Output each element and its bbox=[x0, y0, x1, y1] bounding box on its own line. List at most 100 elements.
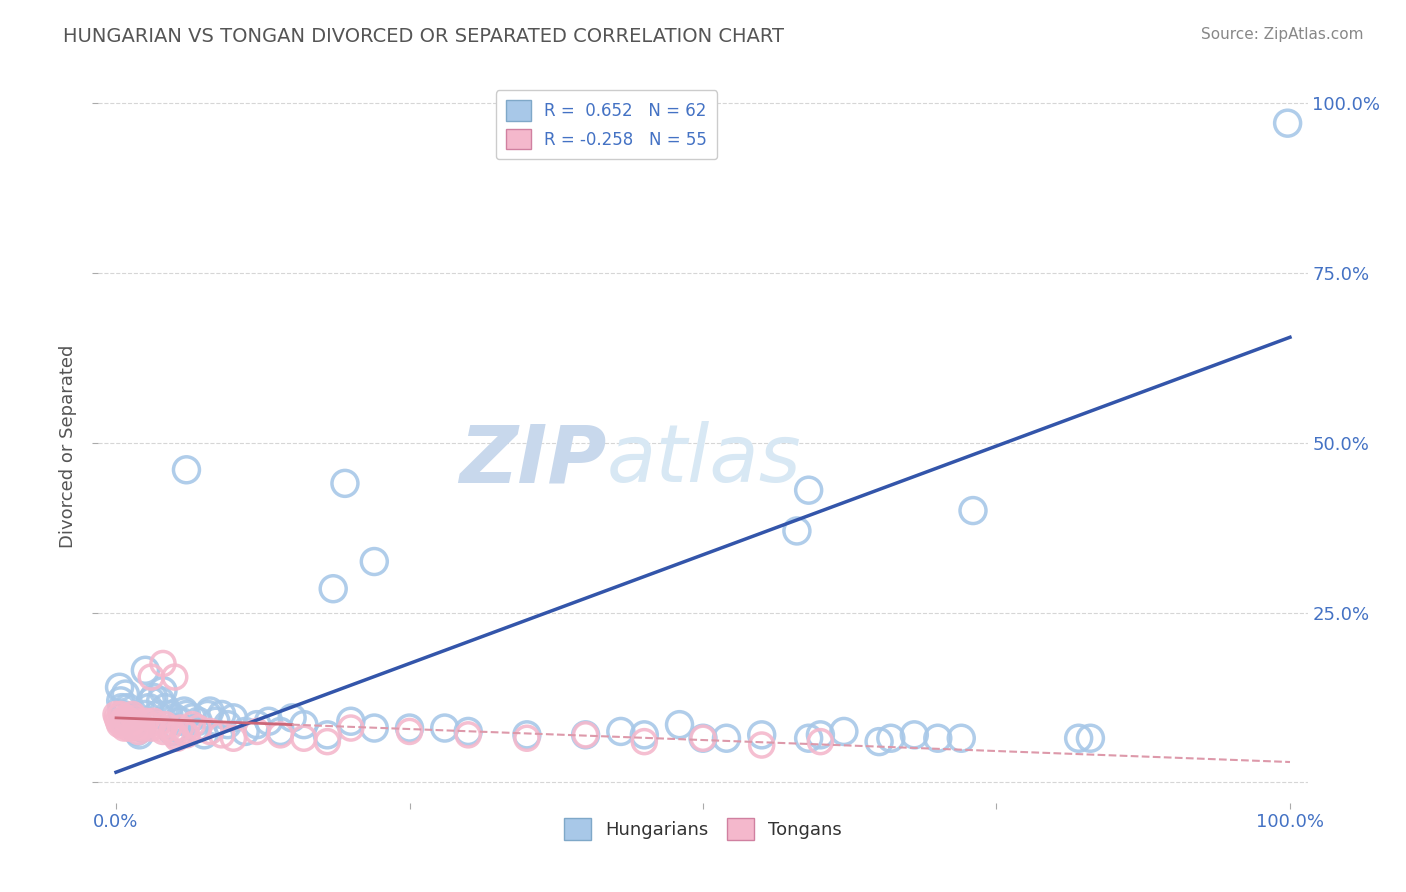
Point bbox=[333, 476, 356, 491]
Point bbox=[120, 717, 142, 731]
Point bbox=[131, 721, 153, 735]
Point bbox=[117, 717, 139, 731]
Y-axis label: Divorced or Separated: Divorced or Separated bbox=[59, 344, 77, 548]
Point bbox=[633, 734, 655, 748]
Point bbox=[269, 728, 291, 742]
Point bbox=[152, 683, 174, 698]
Point bbox=[211, 728, 233, 742]
Point bbox=[122, 717, 145, 731]
Point bbox=[163, 711, 186, 725]
Point bbox=[112, 714, 135, 729]
Point bbox=[121, 707, 143, 722]
Point bbox=[112, 721, 135, 735]
Point bbox=[233, 724, 256, 739]
Point bbox=[322, 582, 344, 596]
Point bbox=[433, 721, 456, 735]
Point bbox=[797, 731, 820, 746]
Point bbox=[112, 717, 135, 731]
Point bbox=[127, 724, 149, 739]
Point bbox=[457, 728, 479, 742]
Point bbox=[927, 731, 949, 746]
Point bbox=[157, 707, 180, 722]
Point bbox=[316, 734, 339, 748]
Text: HUNGARIAN VS TONGAN DIVORCED OR SEPARATED CORRELATION CHART: HUNGARIAN VS TONGAN DIVORCED OR SEPARATE… bbox=[63, 27, 785, 45]
Point bbox=[257, 714, 280, 729]
Point bbox=[134, 714, 156, 729]
Point bbox=[198, 704, 221, 718]
Point bbox=[193, 728, 215, 742]
Point bbox=[222, 731, 245, 746]
Point bbox=[108, 680, 131, 694]
Point bbox=[149, 694, 172, 708]
Point bbox=[112, 707, 135, 722]
Point bbox=[222, 711, 245, 725]
Point bbox=[117, 700, 139, 714]
Point bbox=[149, 721, 172, 735]
Point bbox=[131, 721, 153, 735]
Point bbox=[692, 731, 714, 746]
Point bbox=[363, 721, 385, 735]
Point bbox=[128, 728, 150, 742]
Point bbox=[127, 724, 149, 739]
Point bbox=[152, 657, 174, 671]
Point bbox=[633, 728, 655, 742]
Point bbox=[155, 700, 177, 714]
Point bbox=[292, 717, 315, 731]
Text: Source: ZipAtlas.com: Source: ZipAtlas.com bbox=[1201, 27, 1364, 42]
Point bbox=[1277, 116, 1299, 130]
Point bbox=[176, 707, 198, 722]
Point bbox=[162, 724, 184, 739]
Point bbox=[138, 717, 160, 731]
Point bbox=[134, 663, 156, 677]
Point bbox=[716, 731, 738, 746]
Point bbox=[166, 721, 188, 735]
Point bbox=[107, 714, 129, 729]
Point bbox=[114, 711, 136, 725]
Point bbox=[398, 721, 420, 735]
Point bbox=[363, 555, 385, 569]
Point bbox=[217, 717, 239, 731]
Point bbox=[832, 724, 855, 739]
Point bbox=[516, 731, 538, 746]
Point bbox=[808, 728, 831, 742]
Point bbox=[173, 724, 195, 739]
Point bbox=[398, 724, 420, 739]
Point bbox=[146, 707, 169, 722]
Point bbox=[105, 707, 128, 722]
Point bbox=[751, 738, 773, 752]
Point bbox=[176, 463, 198, 477]
Point bbox=[138, 700, 160, 714]
Point bbox=[157, 721, 180, 735]
Point bbox=[169, 721, 191, 735]
Point bbox=[173, 704, 195, 718]
Point bbox=[105, 711, 128, 725]
Point bbox=[187, 721, 209, 735]
Point bbox=[903, 728, 925, 742]
Point bbox=[808, 734, 831, 748]
Point bbox=[115, 714, 138, 729]
Point bbox=[141, 670, 163, 684]
Point bbox=[292, 731, 315, 746]
Point bbox=[668, 717, 690, 731]
Point bbox=[108, 717, 131, 731]
Point bbox=[281, 711, 304, 725]
Point bbox=[340, 721, 363, 735]
Point bbox=[142, 690, 165, 705]
Point bbox=[122, 711, 145, 725]
Point bbox=[163, 670, 186, 684]
Point bbox=[246, 724, 269, 739]
Point bbox=[120, 711, 142, 725]
Point bbox=[316, 728, 339, 742]
Point bbox=[575, 728, 598, 742]
Point bbox=[950, 731, 973, 746]
Point bbox=[176, 728, 198, 742]
Point bbox=[198, 724, 221, 739]
Point bbox=[152, 724, 174, 739]
Point bbox=[1080, 731, 1102, 746]
Point bbox=[797, 483, 820, 498]
Point bbox=[187, 714, 209, 729]
Point bbox=[868, 734, 890, 748]
Point bbox=[134, 707, 156, 722]
Point bbox=[110, 694, 132, 708]
Point bbox=[197, 707, 219, 722]
